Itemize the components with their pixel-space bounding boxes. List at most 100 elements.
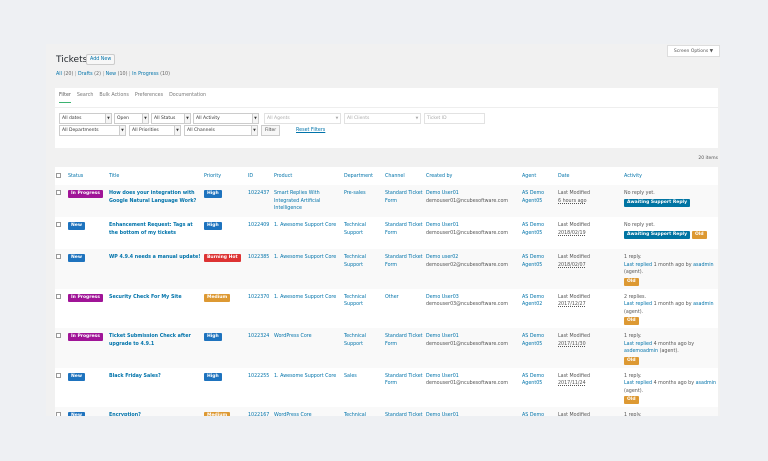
channel-link[interactable]: Standard Ticket Form: [385, 255, 423, 268]
ticket-id[interactable]: 1022167: [248, 413, 270, 416]
agent-link[interactable]: AS Demo Agent05: [522, 255, 545, 268]
column-header-product[interactable]: Product: [273, 167, 343, 185]
ticket-id[interactable]: 1022437: [248, 191, 270, 196]
reply-author-link[interactable]: asadmin: [693, 302, 714, 307]
ticket-title-link[interactable]: Enhancement Request: Tags at the bottom …: [109, 223, 193, 236]
department-link[interactable]: Pre-sales: [344, 191, 366, 196]
screen-options-button[interactable]: Screen Options ▼: [667, 45, 720, 57]
column-header-department[interactable]: Department: [343, 167, 384, 185]
department-link[interactable]: Technical Support: [344, 294, 367, 308]
reply-author-link[interactable]: asadmin: [695, 381, 717, 386]
view-link-new[interactable]: New (10): [106, 72, 128, 77]
select-all-checkbox[interactable]: [56, 172, 61, 178]
agents-select[interactable]: All Agents ▼: [264, 113, 341, 124]
agent-link[interactable]: AS Demo Agent05: [522, 413, 545, 416]
column-header-title[interactable]: Title: [108, 167, 203, 185]
product-link[interactable]: 1. Awesome Support Core: [274, 294, 337, 300]
creator-link[interactable]: Demo User01: [426, 191, 459, 196]
ticket-id[interactable]: 1022409: [248, 223, 270, 228]
view-link-in-progress[interactable]: In Progress (10): [132, 72, 170, 77]
tab-documentation[interactable]: Documentation: [169, 93, 207, 98]
departments-select[interactable]: All Departments ▼: [59, 125, 126, 136]
creator-link[interactable]: Demo User01: [426, 223, 459, 228]
state-select[interactable]: Open ▼: [114, 113, 149, 124]
last-replied-link[interactable]: Last replied: [624, 381, 653, 386]
ticket-title-link[interactable]: Security Check For My Site: [109, 294, 182, 300]
ticket-title-link[interactable]: How does your integration with Google Na…: [109, 191, 197, 204]
creator-link[interactable]: Demo User01: [426, 373, 459, 379]
agent-link[interactable]: AS Demo Agent05: [522, 334, 545, 347]
row-checkbox[interactable]: [56, 222, 61, 227]
channel-link[interactable]: Standard Ticket Form: [385, 413, 423, 416]
product-link[interactable]: WordPress Core: [274, 413, 312, 416]
reset-filters-link[interactable]: Reset Filters: [296, 128, 326, 133]
channels-select[interactable]: All Channels ▼: [184, 125, 258, 136]
creator-email: demouser01@ncubesoftware.com: [426, 381, 509, 386]
row-checkbox[interactable]: [56, 372, 61, 378]
product-link[interactable]: 1. Awesome Support Core: [274, 255, 337, 260]
column-header-status[interactable]: Status: [67, 167, 108, 185]
channel-link[interactable]: Standard Ticket Form: [385, 373, 423, 387]
channel-link[interactable]: Other: [385, 294, 399, 300]
channel-link[interactable]: Standard Ticket Form: [385, 334, 423, 347]
creator-link[interactable]: Demo User01: [426, 413, 459, 416]
filter-button[interactable]: Filter: [261, 125, 281, 136]
row-checkbox[interactable]: [56, 333, 61, 338]
department-link[interactable]: Technical Support: [344, 223, 367, 236]
creator-link[interactable]: Demo user02: [426, 255, 459, 260]
tab-preferences[interactable]: Preferences: [134, 93, 164, 98]
add-new-button[interactable]: Add New: [86, 54, 116, 65]
last-replied-link[interactable]: Last replied: [624, 262, 653, 268]
activity-select[interactable]: All Activity ▼: [193, 113, 259, 124]
column-header-created-by[interactable]: Created by: [425, 167, 521, 185]
ticket-id[interactable]: 1022370: [248, 294, 270, 300]
agent-link[interactable]: AS Demo Agent05: [522, 191, 545, 204]
column-header-id[interactable]: ID: [247, 167, 273, 185]
agent-link[interactable]: AS Demo Agent05: [522, 373, 545, 387]
tab-search[interactable]: Search: [76, 93, 94, 98]
ticket-id[interactable]: 1022385: [248, 255, 270, 260]
reply-author-link[interactable]: asadmin: [693, 262, 714, 268]
last-replied-link[interactable]: Last replied: [624, 302, 653, 307]
reply-author-link[interactable]: asdemoadmin: [624, 349, 659, 354]
agent-link[interactable]: AS Demo Agent02: [522, 294, 545, 308]
row-checkbox[interactable]: [56, 412, 61, 416]
column-header-date[interactable]: Date: [557, 167, 623, 185]
tab-filter[interactable]: Filter: [59, 93, 71, 103]
tab-bulk-actions[interactable]: Bulk Actions: [99, 93, 129, 98]
row-checkbox[interactable]: [56, 190, 61, 195]
row-checkbox[interactable]: [56, 293, 61, 299]
channel-link[interactable]: Standard Ticket Form: [385, 191, 423, 204]
creator-link[interactable]: Demo User03: [426, 294, 459, 300]
column-header-channel[interactable]: Channel: [384, 167, 425, 185]
column-header-priority[interactable]: Priority: [203, 167, 247, 185]
view-link-all[interactable]: All (20): [56, 72, 73, 77]
dates-select[interactable]: All dates ▼: [59, 113, 112, 124]
ticket-id[interactable]: 1022324: [248, 334, 270, 339]
department-link[interactable]: Sales: [344, 373, 357, 379]
product-link[interactable]: Smart Replies With Integrated Artificial…: [274, 191, 321, 211]
department-link[interactable]: Technical Support: [344, 255, 367, 268]
department-link[interactable]: Technical Support: [344, 334, 367, 347]
column-header-activity[interactable]: Activity: [623, 167, 718, 185]
clients-select[interactable]: All Clients ▼: [344, 113, 421, 124]
department-link[interactable]: Technical Support: [344, 413, 367, 416]
column-header-agent[interactable]: Agent: [521, 167, 557, 185]
agent-link[interactable]: AS Demo Agent05: [522, 223, 545, 236]
product-link[interactable]: 1. Awesome Support Core: [274, 223, 337, 228]
status-select[interactable]: All Status ▼: [151, 113, 191, 124]
ticket-id-input[interactable]: Ticket ID: [424, 113, 485, 124]
ticket-title-link[interactable]: WP 4.9.4 needs a manual update!: [109, 255, 201, 260]
channel-link[interactable]: Standard Ticket Form: [385, 223, 423, 236]
product-link[interactable]: WordPress Core: [274, 334, 312, 339]
row-checkbox[interactable]: [56, 254, 61, 259]
ticket-title-link[interactable]: Ticket Submission Check after upgrade to…: [109, 334, 191, 347]
priorities-select[interactable]: All Priorities ▼: [129, 125, 181, 136]
ticket-title-link[interactable]: Black Friday Sales?: [109, 373, 161, 379]
creator-link[interactable]: Demo User01: [426, 334, 459, 339]
ticket-title-link[interactable]: Encryption?: [109, 413, 141, 416]
view-link-drafts[interactable]: Drafts (2): [78, 72, 101, 77]
last-replied-link[interactable]: Last replied: [624, 341, 653, 347]
product-link[interactable]: 1. Awesome Support Core: [274, 373, 337, 379]
ticket-id[interactable]: 1022255: [248, 373, 270, 379]
